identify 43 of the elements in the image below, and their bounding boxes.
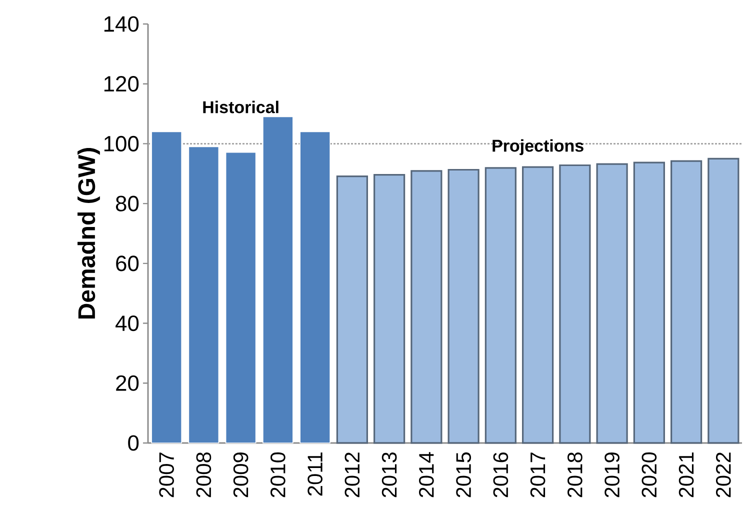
x-tick-label: 2007 [159, 452, 174, 498]
bar [484, 167, 516, 444]
bar [670, 160, 702, 444]
y-tick-label: 60 [116, 256, 139, 272]
bar [522, 166, 554, 444]
bar [225, 152, 256, 444]
x-tick-label: 2014 [419, 452, 434, 498]
x-tick-label: 2020 [642, 452, 657, 498]
x-tick-label: 2019 [604, 452, 620, 498]
y-tick-label: 40 [116, 315, 139, 332]
x-tick-label: 2010 [270, 452, 286, 498]
bar [374, 174, 406, 444]
x-tick-label: 2009 [233, 452, 248, 498]
bar [559, 164, 591, 444]
y-tick-label: 0 [128, 435, 139, 451]
series-label: Projections [492, 139, 584, 156]
x-tick-label: 2011 [308, 452, 322, 496]
y-tick-label: 20 [116, 375, 139, 391]
x-tick-label: 2021 [678, 452, 694, 498]
x-tick-label: 2008 [196, 452, 212, 498]
x-tick-label: 2018 [568, 452, 582, 498]
bar [410, 170, 442, 444]
bar [336, 176, 368, 444]
x-tick-label: 2017 [530, 452, 546, 498]
x-tick-label: 2012 [344, 452, 360, 498]
bar [448, 168, 480, 444]
y-tick-label: 140 [104, 16, 139, 32]
bar [151, 131, 182, 444]
y-tick-label: 100 [104, 136, 139, 152]
x-tick-label: 2015 [456, 452, 471, 498]
y-axis-title: Demadnd (GW) [78, 148, 100, 319]
series-label: Historical [203, 100, 278, 114]
y-tick-label: 80 [116, 196, 139, 212]
y-tick-label: 120 [104, 76, 139, 92]
bar [262, 116, 294, 444]
x-tick-label: 2022 [716, 452, 731, 498]
bar [633, 162, 665, 444]
bar [188, 146, 220, 444]
x-tick-label: 2013 [382, 452, 397, 498]
bar [300, 131, 330, 444]
bar [708, 158, 740, 444]
x-tick-label: 2016 [493, 452, 508, 498]
bar [596, 163, 628, 444]
